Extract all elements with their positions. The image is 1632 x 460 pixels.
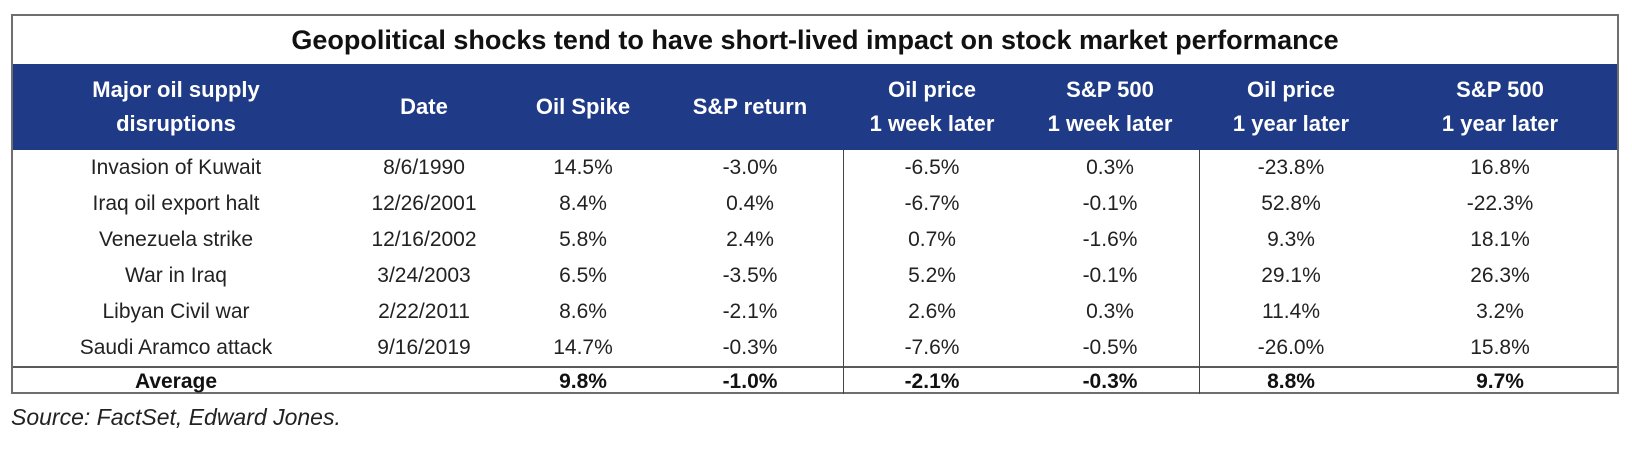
cell-disruption: Venezuela strike xyxy=(98,228,254,251)
column-divider xyxy=(1199,150,1200,394)
table-row: Venezuela strike 12/16/2002 5.8% 2.4% 0.… xyxy=(13,222,1617,258)
cell-oil-1year: 9.3% xyxy=(1267,228,1315,251)
cell-oil-1week: -6.7% xyxy=(904,192,960,215)
cell-sp-1week: 0.3% xyxy=(1086,300,1134,323)
cell-oil-1week: 5.2% xyxy=(908,264,956,287)
cell-oil-1week: -6.5% xyxy=(904,156,960,179)
cell-date: 3/24/2003 xyxy=(377,264,471,287)
cell-sp-1week: -0.5% xyxy=(1082,336,1138,359)
cell-disruption: Libyan Civil war xyxy=(102,300,250,323)
cell-oil-spike: 8.6% xyxy=(559,300,607,323)
cell-oil-1week: 0.7% xyxy=(908,228,956,251)
cell-oil-spike: 14.5% xyxy=(553,156,613,179)
source-note: Source: FactSet, Edward Jones. xyxy=(11,404,341,430)
header-sp-return: S&P return xyxy=(692,94,808,119)
header-date: Date xyxy=(400,94,448,119)
cell-sp-1year: 15.8% xyxy=(1470,336,1530,359)
cell-sp-return: -0.3% xyxy=(722,336,778,359)
cell-oil-1year: 52.8% xyxy=(1261,192,1321,215)
cell-sp-1year: 18.1% xyxy=(1470,228,1530,251)
average-oil-1week: -2.1% xyxy=(904,370,960,393)
cell-sp-1year: 16.8% xyxy=(1470,156,1530,179)
cell-sp-return: -2.1% xyxy=(722,300,778,323)
cell-oil-spike: 6.5% xyxy=(559,264,607,287)
cell-oil-1year: -23.8% xyxy=(1257,156,1325,179)
table-row: War in Iraq 3/24/2003 6.5% -3.5% 5.2% -0… xyxy=(13,258,1617,294)
cell-oil-1year: -26.0% xyxy=(1257,336,1325,359)
cell-disruption: War in Iraq xyxy=(125,264,227,287)
cell-sp-1week: -0.1% xyxy=(1082,192,1138,215)
cell-sp-1year: 3.2% xyxy=(1476,300,1524,323)
header-oil-spike: Oil Spike xyxy=(535,94,631,119)
cell-disruption: Saudi Aramco attack xyxy=(79,336,273,359)
table-row: Libyan Civil war 2/22/2011 8.6% -2.1% 2.… xyxy=(13,294,1617,330)
cell-date: 8/6/1990 xyxy=(383,156,465,179)
cell-date: 12/26/2001 xyxy=(371,192,477,215)
cell-date: 12/16/2002 xyxy=(371,228,477,251)
cell-sp-return: 2.4% xyxy=(726,228,774,251)
column-divider xyxy=(843,150,844,394)
average-date xyxy=(339,368,509,396)
cell-oil-1week: 2.6% xyxy=(908,300,956,323)
average-sp-1week: -0.3% xyxy=(1082,370,1138,393)
cell-sp-1year: 26.3% xyxy=(1470,264,1530,287)
average-oil-spike: 9.8% xyxy=(559,370,607,393)
cell-sp-1week: -1.6% xyxy=(1082,228,1138,251)
average-sp-1year: 9.7% xyxy=(1476,370,1524,393)
header-oil-1week: Oil price 1 week later xyxy=(869,77,995,136)
cell-oil-spike: 14.7% xyxy=(553,336,613,359)
cell-sp-1week: -0.1% xyxy=(1082,264,1138,287)
cell-sp-1week: 0.3% xyxy=(1086,156,1134,179)
cell-oil-1week: -7.6% xyxy=(904,336,960,359)
table-title: Geopolitical shocks tend to have short-l… xyxy=(291,25,1339,55)
cell-sp-1year: -22.3% xyxy=(1466,192,1534,215)
cell-date: 2/22/2011 xyxy=(378,300,470,323)
cell-oil-spike: 5.8% xyxy=(559,228,607,251)
header-sp-1week: S&P 500 1 week later xyxy=(1047,77,1173,136)
cell-disruption: Iraq oil export halt xyxy=(92,192,260,215)
cell-oil-spike: 8.4% xyxy=(559,192,607,215)
cell-sp-return: -3.5% xyxy=(722,264,778,287)
table-row: Iraq oil export halt 12/26/2001 8.4% 0.4… xyxy=(13,186,1617,222)
average-sp-return: -1.0% xyxy=(722,370,778,393)
average-label: Average xyxy=(134,370,218,393)
header-oil-1year: Oil price 1 year later xyxy=(1232,77,1350,136)
average-row: Average 9.8% -1.0% -2.1% -0.3% 8.8% 9.7% xyxy=(13,366,1617,396)
cell-sp-return: 0.4% xyxy=(726,192,774,215)
header-sp-1year: S&P 500 1 year later xyxy=(1441,77,1559,136)
cell-sp-return: -3.0% xyxy=(722,156,778,179)
cell-oil-1year: 11.4% xyxy=(1262,300,1320,323)
table-header: Major oil supply disruptions Date Oil Sp… xyxy=(13,64,1617,150)
cell-date: 9/16/2019 xyxy=(377,336,471,359)
data-table: Geopolitical shocks tend to have short-l… xyxy=(11,14,1619,394)
table-body: Invasion of Kuwait 8/6/1990 14.5% -3.0% … xyxy=(13,150,1617,366)
table-row: Invasion of Kuwait 8/6/1990 14.5% -3.0% … xyxy=(13,150,1617,186)
header-disruption: Major oil supply disruptions xyxy=(92,77,260,136)
table-row: Saudi Aramco attack 9/16/2019 14.7% -0.3… xyxy=(13,330,1617,366)
cell-disruption: Invasion of Kuwait xyxy=(90,156,262,179)
average-oil-1year: 8.8% xyxy=(1267,370,1315,393)
cell-oil-1year: 29.1% xyxy=(1261,264,1321,287)
